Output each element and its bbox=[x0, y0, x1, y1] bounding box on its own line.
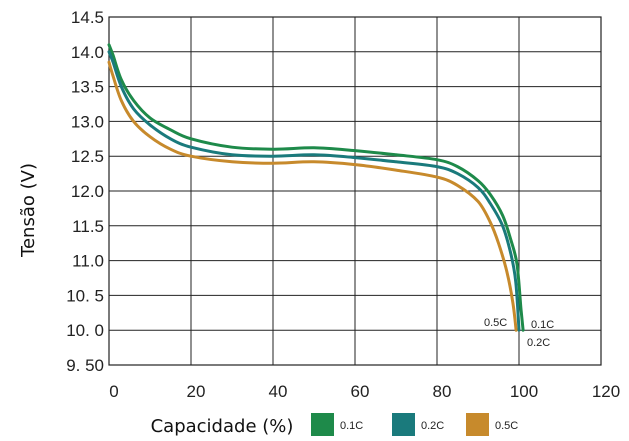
y-axis-title: Tensão (V) bbox=[18, 163, 39, 258]
x-tick-label: 60 bbox=[351, 382, 370, 401]
series-line-0.2C bbox=[107, 50, 521, 332]
series-line-0.1C bbox=[107, 43, 525, 332]
series-layer bbox=[107, 43, 525, 332]
x-tick-label: 120 bbox=[592, 382, 620, 401]
legend-swatch-0.5c bbox=[466, 413, 489, 436]
y-tick-labels: 14.5 14.0 13.5 13.0 12.5 12.0 11.5 11.0 10. 5 10.… bbox=[66, 8, 104, 375]
end-label-0.2c: 0.2C bbox=[527, 337, 550, 349]
plot-frame bbox=[108, 16, 602, 366]
series-end-labels: 0.5C 0.1C 0.2C bbox=[484, 317, 554, 349]
x-tick-label: 100 bbox=[510, 382, 538, 401]
y-tick-label: 13.0 bbox=[71, 112, 104, 131]
end-label-0.5c: 0.5C bbox=[484, 317, 507, 329]
y-tick-label: 14.5 bbox=[71, 8, 104, 27]
y-tick-label: 12.0 bbox=[71, 182, 104, 201]
y-tick-label: 12.5 bbox=[71, 147, 104, 166]
series-line-0.5C bbox=[107, 60, 518, 332]
x-axis-title: Capacidade (%) bbox=[151, 416, 294, 437]
y-tick-label: 13.5 bbox=[71, 78, 104, 97]
y-tick-label: 14.0 bbox=[71, 43, 104, 62]
y-tick-label: 10. 0 bbox=[66, 321, 104, 340]
y-tick-label: 10. 5 bbox=[66, 286, 104, 305]
legend-label-0.2c: 0.2C bbox=[421, 420, 444, 432]
end-label-0.1c: 0.1C bbox=[531, 319, 554, 331]
y-tick-label: 11.5 bbox=[72, 217, 104, 236]
x-tick-label: 80 bbox=[433, 382, 452, 401]
legend-swatch-0.1c bbox=[311, 413, 334, 436]
legend-swatch-0.2c bbox=[392, 413, 415, 436]
x-tick-label: 40 bbox=[269, 382, 288, 401]
x-tick-label: 0 bbox=[109, 382, 118, 401]
legend-label-0.5c: 0.5C bbox=[495, 420, 518, 432]
x-tick-label: 20 bbox=[187, 382, 206, 401]
legend-label-0.1c: 0.1C bbox=[340, 420, 363, 432]
y-tick-label: 9. 50 bbox=[66, 356, 104, 375]
chart-grid bbox=[109, 17, 601, 365]
legend: 0.1C 0.2C 0.5C bbox=[311, 413, 518, 436]
x-tick-labels: 0 20 40 60 80 100 120 bbox=[109, 382, 620, 401]
y-tick-label: 11.0 bbox=[72, 252, 104, 271]
